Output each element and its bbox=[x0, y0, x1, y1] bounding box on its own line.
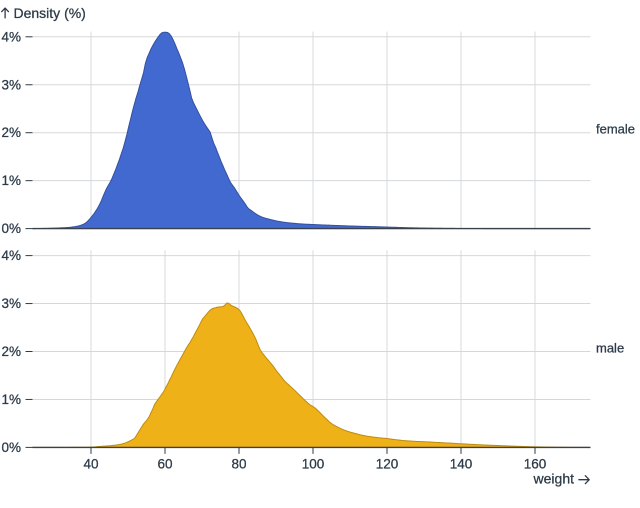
svg-text:0%: 0% bbox=[1, 221, 21, 236]
svg-text:4%: 4% bbox=[1, 29, 21, 44]
svg-text:male: male bbox=[596, 341, 624, 356]
svg-text:60: 60 bbox=[157, 456, 172, 471]
svg-text:40: 40 bbox=[83, 456, 98, 471]
svg-text:80: 80 bbox=[231, 456, 246, 471]
svg-text:female: female bbox=[596, 122, 635, 137]
svg-text:1%: 1% bbox=[1, 392, 21, 407]
svg-text:4%: 4% bbox=[1, 248, 21, 263]
svg-text:3%: 3% bbox=[1, 296, 21, 311]
svg-text:1%: 1% bbox=[1, 173, 21, 188]
svg-text:Density (%): Density (%) bbox=[14, 5, 86, 21]
svg-text:100: 100 bbox=[302, 456, 325, 471]
svg-text:0%: 0% bbox=[1, 440, 21, 455]
svg-text:160: 160 bbox=[524, 456, 547, 471]
svg-text:120: 120 bbox=[376, 456, 399, 471]
svg-text:2%: 2% bbox=[1, 344, 21, 359]
svg-text:140: 140 bbox=[450, 456, 473, 471]
svg-text:2%: 2% bbox=[1, 125, 21, 140]
svg-text:weight: weight bbox=[533, 471, 575, 487]
svg-text:3%: 3% bbox=[1, 77, 21, 92]
